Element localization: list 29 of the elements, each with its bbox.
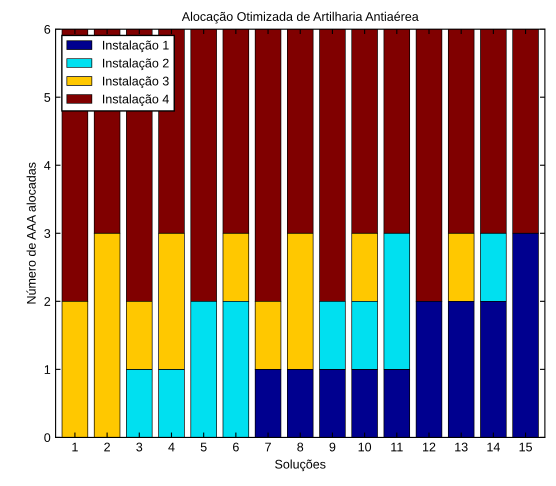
x-tick-label: 3 [136, 442, 142, 452]
x-tick-label: 8 [297, 442, 304, 452]
x-tick-label: 14 [487, 442, 500, 452]
x-tick-label: 9 [330, 442, 336, 452]
x-tick-label: 2 [104, 442, 110, 452]
x-tick-label: 15 [520, 442, 532, 452]
legend-label: Instalação 1 [103, 40, 169, 52]
y-tick-label: 2 [44, 297, 50, 306]
x-tick-label: 1 [72, 442, 78, 452]
x-tick-label: 12 [423, 442, 436, 452]
x-tick-label: 10 [358, 442, 372, 452]
y-tick-label: 3 [44, 229, 50, 238]
y-tick-label: 6 [44, 24, 50, 34]
y-tick-label: 5 [44, 93, 50, 102]
y-tick-label: 0 [44, 433, 50, 442]
y-axis-title: Número de AAA alocadas [26, 162, 36, 304]
legend-label: Instalação 2 [103, 58, 169, 70]
x-axis-title: Soluções [275, 459, 326, 472]
y-tick-label: 1 [44, 365, 50, 374]
x-tick-label: 7 [265, 442, 271, 452]
legend-label: Instalação 4 [103, 94, 169, 106]
x-tick-label: 5 [200, 442, 207, 452]
x-tick-label: 13 [455, 442, 468, 452]
x-tick-label: 6 [233, 442, 239, 452]
legend-label: Instalação 3 [103, 76, 169, 88]
y-tick-label: 4 [44, 161, 50, 170]
x-tick-label: 11 [391, 442, 403, 452]
chart-title: Alocação Otimizada de Artilharia Antiaérea [182, 12, 419, 24]
x-tick-label: 4 [168, 442, 175, 452]
